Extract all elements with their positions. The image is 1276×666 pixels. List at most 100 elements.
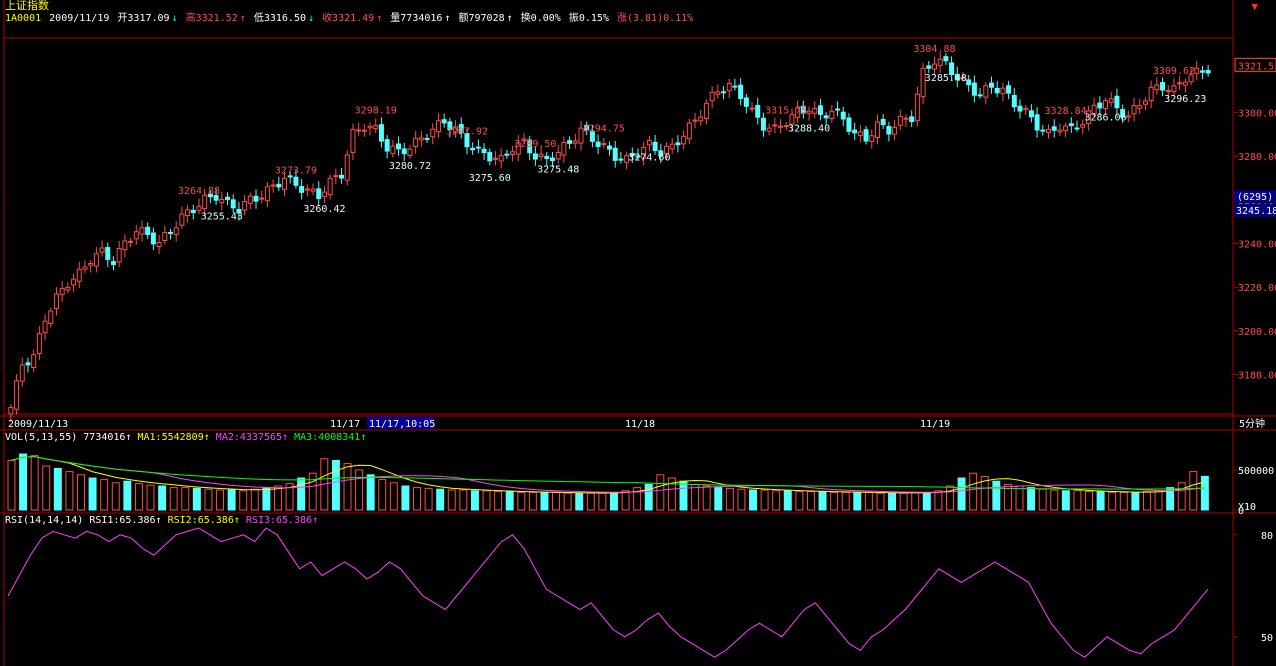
candle-body xyxy=(572,140,578,144)
time-cursor-box xyxy=(367,417,435,429)
candle-body xyxy=(521,138,527,141)
volume-bar xyxy=(644,483,653,511)
close-icon[interactable]: ▼ xyxy=(1251,0,1258,13)
rsi-label: RSI(14,14,14) xyxy=(5,515,84,526)
time-axis-label: 11/18 xyxy=(625,419,655,430)
candle-body xyxy=(350,128,356,153)
up-arrow-icon: ↑ xyxy=(125,432,132,443)
candle-body xyxy=(709,91,715,102)
volume-bar xyxy=(563,492,572,511)
candle-body xyxy=(1085,110,1091,125)
volume-bar xyxy=(1027,487,1036,511)
time-axis-label: 2009/11/13 xyxy=(8,419,68,430)
volume-bar xyxy=(401,485,410,511)
volume-bar xyxy=(1096,491,1105,511)
price-panel-border xyxy=(3,37,1234,415)
price-tick-label: 3180.00 xyxy=(1238,371,1276,382)
candle-body xyxy=(14,380,20,410)
candle-body xyxy=(88,262,94,266)
rsi3-value: RSI3:65.386 xyxy=(245,515,313,526)
volume-bar xyxy=(922,491,931,511)
price-annotations: 3264.88 3255.43 3273.79 3260.42 3298.19 3280.… xyxy=(178,44,1207,222)
candle-body xyxy=(937,58,943,66)
change-value: 涨(3.81)0.11% xyxy=(616,13,694,24)
up-arrow-icon: ↑ xyxy=(360,432,367,443)
volume-ma1-line xyxy=(11,456,1206,494)
candle-body xyxy=(19,364,25,382)
price-annotation-label: 3315.75 xyxy=(765,106,807,117)
cursor-price-box xyxy=(1234,204,1276,217)
candle-body xyxy=(99,247,105,253)
candle-body xyxy=(1182,81,1188,86)
candle-body xyxy=(53,293,59,310)
candle-body xyxy=(36,333,42,355)
volume-bar xyxy=(470,490,479,511)
candle-body xyxy=(276,183,282,188)
axis-labels: 3300.003280.003260.003240.003220.003200.… xyxy=(8,57,1276,644)
candle-body xyxy=(122,240,128,251)
candle-body xyxy=(196,205,202,211)
amplitude-value: 振0.15% xyxy=(568,13,609,24)
cursor-count-label: (6295) xyxy=(1237,192,1273,203)
volume-bar xyxy=(366,474,375,511)
candle-body xyxy=(310,188,316,192)
candle-body xyxy=(852,129,858,134)
volume-bar xyxy=(946,485,954,511)
volume-bar xyxy=(980,475,989,511)
candle-body xyxy=(635,155,641,158)
candle-body xyxy=(578,127,584,144)
price-tick-label: 3200.00 xyxy=(1238,327,1276,338)
candle-body xyxy=(145,226,151,236)
candle-body xyxy=(726,82,732,92)
candle-body xyxy=(698,116,704,122)
candle-body xyxy=(1068,123,1074,127)
rsi2-value: RSI2:65.386 xyxy=(167,515,234,526)
volume-bar xyxy=(30,455,39,511)
volume-bar xyxy=(702,485,711,511)
volume-bar xyxy=(679,480,688,511)
candle-body xyxy=(133,231,139,240)
candle-body xyxy=(629,153,635,157)
up-arrow-icon: ↑ xyxy=(506,13,513,24)
candle-body xyxy=(48,310,54,325)
volume-bar xyxy=(7,459,16,511)
candle-body xyxy=(304,188,310,191)
volume-ma2-line xyxy=(11,456,1205,493)
volume-bar xyxy=(772,490,781,511)
candle-body xyxy=(977,94,983,97)
volume-bar xyxy=(262,487,271,511)
candle-body xyxy=(812,107,818,114)
candle-body xyxy=(795,107,801,118)
candle-body xyxy=(983,85,989,98)
candle-body xyxy=(1023,107,1029,111)
volume-scale-label: X10 xyxy=(1238,502,1256,513)
candle-body xyxy=(367,125,373,129)
volume-bar xyxy=(447,489,456,511)
candle-body xyxy=(1046,128,1052,134)
candle-body xyxy=(1017,105,1023,112)
price-annotation-label: 3280.72 xyxy=(389,161,431,172)
volume-bar xyxy=(1119,491,1128,511)
volume-bar xyxy=(378,479,387,511)
price-annotation-label: 3294.75 xyxy=(583,124,625,135)
price-annotation-label: 3297.92 xyxy=(446,127,488,138)
candle-body xyxy=(664,145,670,155)
volume-ma-lines xyxy=(11,456,1206,494)
candle-body xyxy=(567,140,573,144)
candle-body xyxy=(59,288,65,296)
volume-bar xyxy=(158,485,167,511)
price-annotation-label: 3296.23 xyxy=(1164,94,1206,105)
volume-bar xyxy=(806,491,815,511)
candle-body xyxy=(914,93,920,122)
open-value: 开3317.09 xyxy=(117,13,170,24)
candle-body xyxy=(458,124,464,134)
candle-body xyxy=(287,175,293,178)
price-annotation-label: 3285.48 xyxy=(925,73,967,84)
candle-body xyxy=(886,126,892,135)
candle-body xyxy=(686,122,692,140)
price-annotation-label: 3328.84 xyxy=(1045,106,1087,117)
candle-body xyxy=(783,125,789,128)
volume-bar xyxy=(598,492,607,511)
candle-body xyxy=(139,227,145,235)
